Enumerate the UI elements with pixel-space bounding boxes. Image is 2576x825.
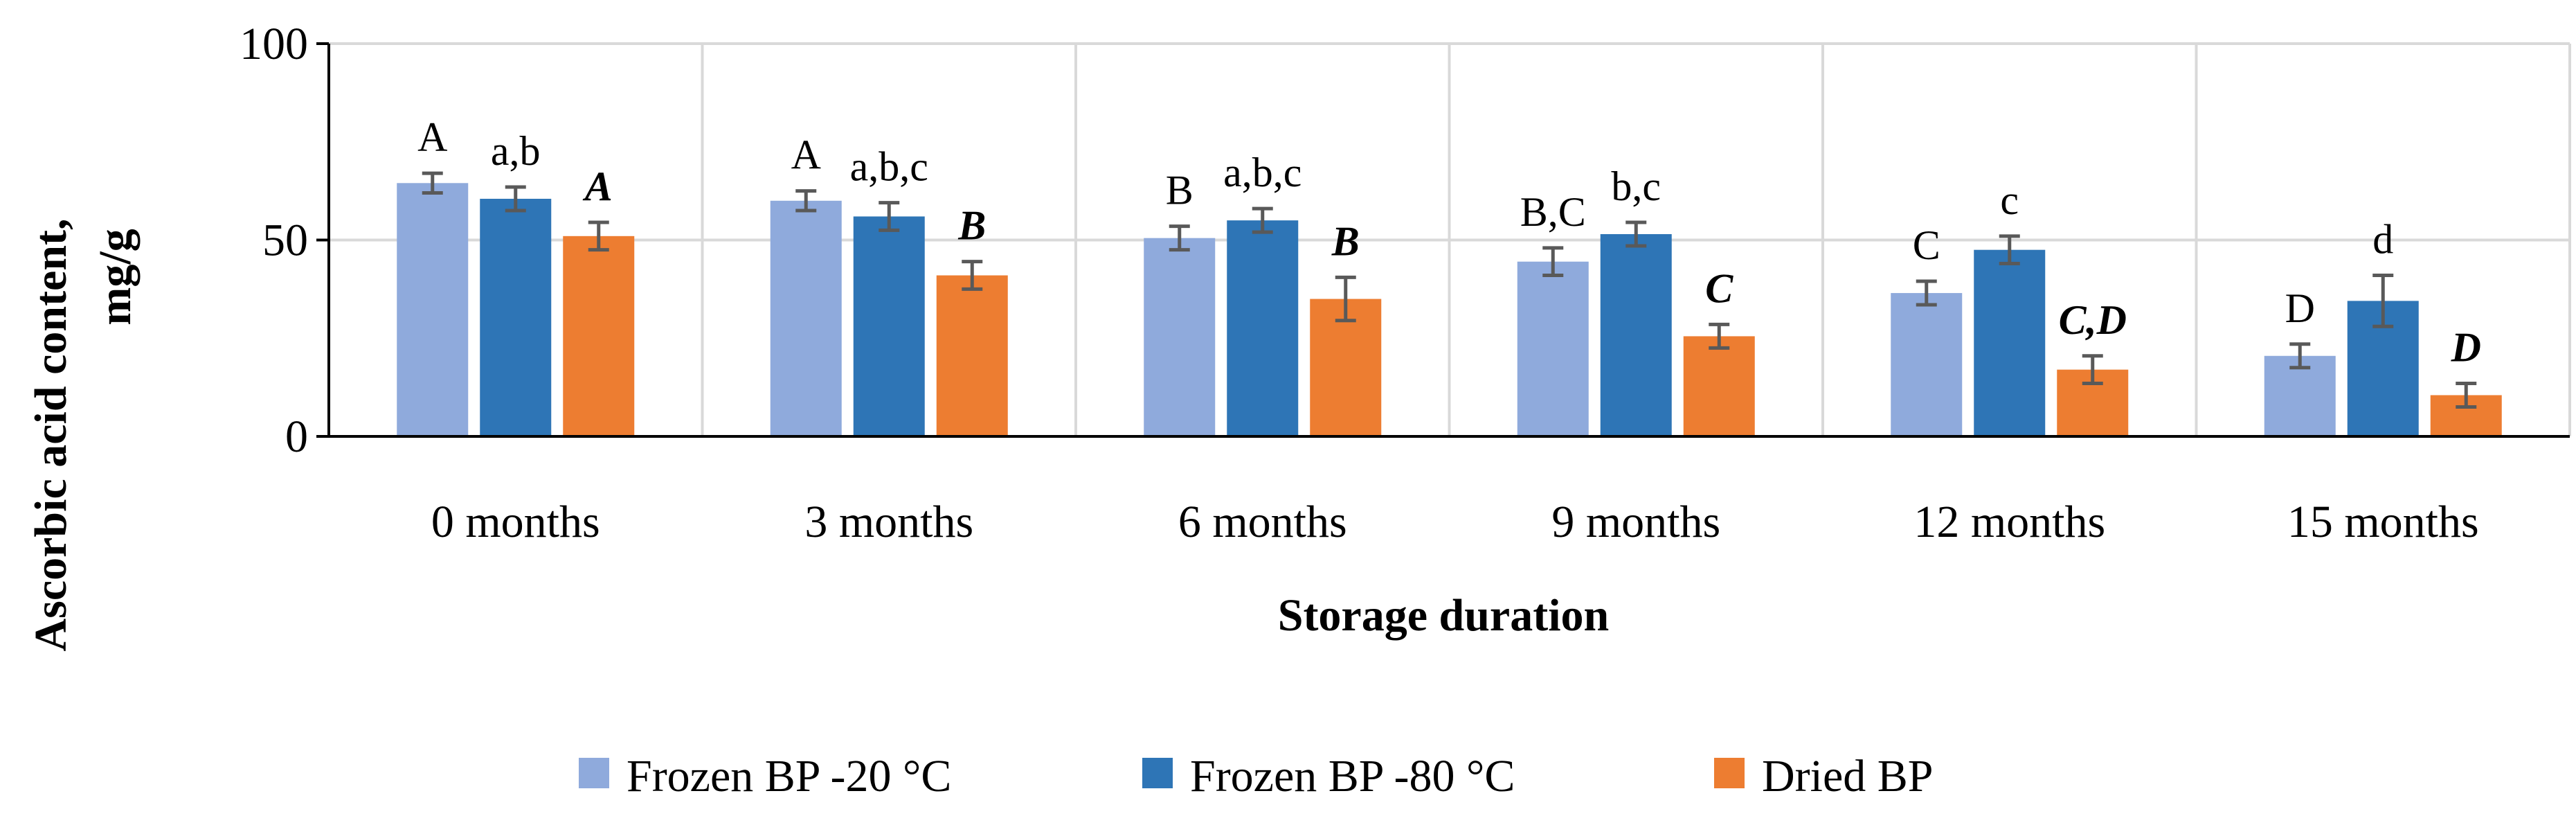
legend-label-dried: Dried BP [1762, 751, 1934, 801]
bar-s1-c3 [1600, 233, 1672, 436]
bar-label-s0-c5: D [2285, 285, 2315, 331]
bar-label-s0-c2: B [1166, 168, 1194, 213]
bar-s2-c0 [563, 236, 635, 436]
bar-label-s1-c0: a,b [491, 128, 541, 174]
y-tick-label-0: 0 [285, 411, 308, 462]
bar-s1-c0 [480, 198, 552, 436]
legend-swatch-frozen-20 [579, 758, 609, 788]
y-tick-label-100: 100 [240, 19, 308, 69]
bar-s1-c2 [1227, 220, 1299, 436]
bar-label-s0-c1: A [791, 132, 821, 178]
bar-s0-c3 [1517, 261, 1589, 436]
bar-label-s1-c1: a,b,c [850, 144, 928, 190]
bar-s1-c1 [853, 216, 925, 436]
bar-label-s2-c5: D [2451, 324, 2481, 370]
x-tick-label-0: 0 months [431, 497, 600, 547]
bar-label-s1-c4: c [2000, 177, 2019, 223]
y-axis-title-line1: Ascorbic acid content, [26, 218, 76, 651]
legend-label-frozen-20: Frozen BP -20 °C [627, 751, 951, 801]
bar-label-s2-c1: B [957, 203, 986, 249]
bar-label-s2-c4: C,D [2059, 297, 2127, 343]
bar-s2-c1 [936, 275, 1008, 436]
bar-label-s0-c4: C [1913, 222, 1940, 268]
bar-s1-c4 [1974, 249, 2046, 436]
x-tick-label-2: 6 months [1178, 497, 1347, 547]
bar-s0-c4 [1891, 293, 1963, 436]
legend: Frozen BP -20 °C Frozen BP -80 °C Dried … [579, 751, 1934, 801]
x-tick-label-1: 3 months [804, 497, 973, 547]
bar-label-s1-c3: b,c [1611, 163, 1661, 209]
x-tick-label-3: 9 months [1551, 497, 1720, 547]
bar-label-s2-c2: B [1331, 218, 1360, 264]
legend-swatch-frozen-80 [1142, 758, 1173, 788]
y-tick-label-50: 50 [262, 215, 308, 266]
bar-label-s1-c5: d [2372, 217, 2393, 263]
y-axis-title-line2: mg/g [90, 229, 141, 325]
bar-s0-c2 [1144, 238, 1216, 436]
bar-label-s1-c2: a,b,c [1223, 150, 1301, 195]
x-tick-label-4: 12 months [1913, 497, 2105, 547]
axis-layer: 0 50 100 0 months 3 months 6 months 9 months 12… [240, 19, 2570, 547]
bar-s0-c0 [397, 183, 469, 436]
grid-layer [327, 42, 2571, 436]
legend-swatch-dried [1714, 758, 1745, 788]
bars-layer: A A B B,C C Da,b a,b,c a,b,c b,c c d A B B C C,D D [397, 114, 2502, 436]
bar-label-s2-c3: C [1705, 265, 1733, 311]
bar-label-s0-c0: A [417, 114, 447, 160]
x-axis-title: Storage duration [1278, 590, 1610, 641]
bar-label-s0-c3: B,C [1520, 189, 1586, 235]
bar-s0-c1 [770, 200, 842, 436]
x-tick-label-5: 15 months [2287, 497, 2479, 547]
bar-s2-c3 [1683, 336, 1755, 436]
legend-label-frozen-80: Frozen BP -80 °C [1190, 751, 1515, 801]
bar-label-s2-c0: A [582, 163, 613, 209]
